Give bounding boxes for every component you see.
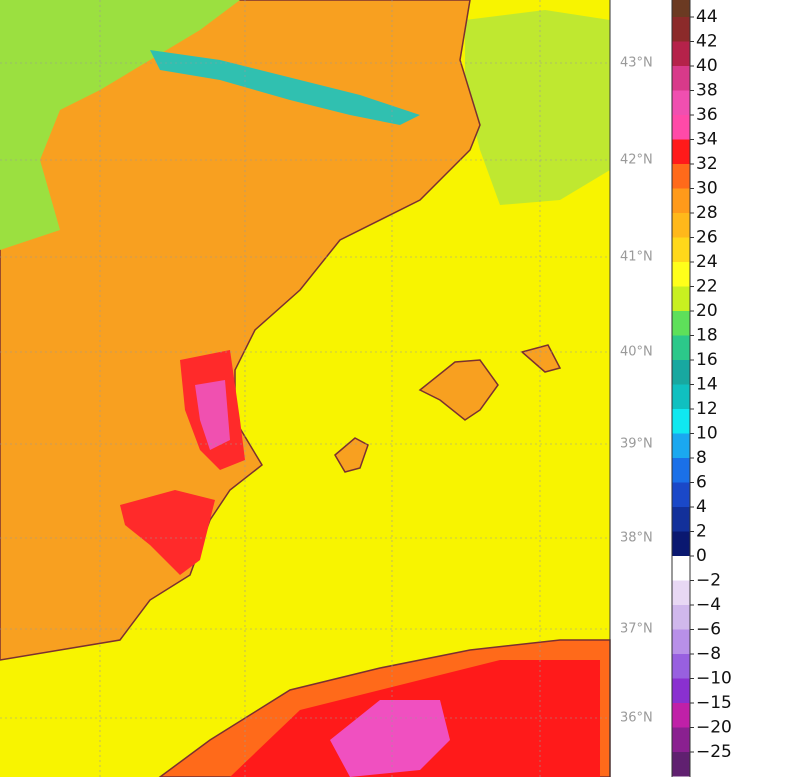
colorbar-segment <box>672 556 690 581</box>
north-coast-green <box>0 0 240 250</box>
latitude-label: 39°N <box>620 437 653 452</box>
colorbar-segment <box>672 90 690 115</box>
colorbar-segment <box>672 703 690 728</box>
colorbar-segment <box>672 580 690 605</box>
colorbar-segment <box>672 409 690 434</box>
colorbar-label: 2 <box>696 522 707 542</box>
colorbar-label: −8 <box>696 644 721 664</box>
latitude-label: 40°N <box>620 345 653 360</box>
colorbar-segment <box>672 482 690 507</box>
latitude-label: 38°N <box>620 531 653 546</box>
colorbar-label: −20 <box>696 718 732 738</box>
colorbar-label: −10 <box>696 669 732 689</box>
colorbar-segment <box>672 678 690 703</box>
latitude-label: 43°N <box>620 56 653 71</box>
colorbar: 4442403836343230282624222018161412108642… <box>671 0 732 777</box>
colorbar-segment <box>672 752 690 777</box>
colorbar-label: 28 <box>696 203 718 223</box>
colorbar-segment <box>672 654 690 679</box>
ibiza <box>334 437 369 473</box>
colorbar-segment <box>672 360 690 385</box>
colorbar-segment <box>672 188 690 213</box>
colorbar-label: 42 <box>696 32 718 52</box>
colorbar-segment <box>672 164 690 189</box>
colorbar-label: −4 <box>696 595 721 615</box>
colorbar-label: −2 <box>696 571 721 591</box>
colorbar-segment <box>672 384 690 409</box>
colorbar-label: 0 <box>696 546 707 566</box>
map <box>0 0 611 777</box>
latitude-label: 37°N <box>620 622 653 637</box>
valencia-pink <box>195 380 230 450</box>
colorbar-label: 16 <box>696 350 718 370</box>
colorbar-label: 34 <box>696 130 718 150</box>
colorbar-segment <box>672 727 690 752</box>
colorbar-segment <box>672 605 690 630</box>
colorbar-segment <box>672 507 690 532</box>
colorbar-label: 44 <box>696 7 718 27</box>
pyrenees <box>150 50 420 125</box>
murcia-hot <box>120 490 215 575</box>
colorbar-label: 12 <box>696 399 718 419</box>
grid <box>0 0 610 777</box>
colorbar-label: 20 <box>696 301 718 321</box>
colorbar-segment <box>672 335 690 360</box>
colorbar-segment <box>672 458 690 483</box>
colorbar-segment <box>672 629 690 654</box>
colorbar-segment <box>672 139 690 164</box>
colorbar-label: 22 <box>696 277 718 297</box>
colorbar-segment <box>672 311 690 336</box>
colorbar-label: 18 <box>696 326 718 346</box>
mallorca <box>418 359 499 421</box>
colorbar-label: 4 <box>696 497 707 517</box>
latitude-labels: 43°N 42°N 41°N 40°N 39°N 38°N 37°N 36°N <box>620 56 653 726</box>
colorbar-label: 36 <box>696 105 718 125</box>
colorbar-label: −25 <box>696 742 732 762</box>
colorbar-label: 40 <box>696 56 718 76</box>
colorbar-segment <box>672 237 690 262</box>
colorbar-segment <box>672 115 690 140</box>
colorbar-label: 10 <box>696 424 718 444</box>
latitude-label: 42°N <box>620 153 653 168</box>
colorbar-label: 38 <box>696 81 718 101</box>
colorbar-segment <box>672 0 690 17</box>
colorbar-segment <box>672 41 690 66</box>
africa-pink <box>330 700 450 777</box>
colorbar-frame <box>671 0 691 777</box>
colorbar-label: 32 <box>696 154 718 174</box>
colorbar-label: 8 <box>696 448 707 468</box>
colorbar-segment <box>672 262 690 287</box>
colorbar-segment <box>672 213 690 238</box>
colorbar-segment <box>672 531 690 556</box>
colorbar-label: −15 <box>696 693 732 713</box>
colorbar-label: 6 <box>696 473 707 493</box>
colorbar-segment <box>672 17 690 42</box>
france <box>465 10 610 205</box>
colorbar-label: 24 <box>696 252 718 272</box>
colorbar-label: −6 <box>696 620 721 640</box>
latitude-label: 41°N <box>620 250 653 265</box>
colorbar-label: 30 <box>696 179 718 199</box>
colorbar-segment <box>672 66 690 91</box>
latitude-label: 36°N <box>620 711 653 726</box>
colorbar-segment <box>672 286 690 311</box>
colorbar-segment <box>672 433 690 458</box>
colorbar-label: 14 <box>696 375 718 395</box>
colorbar-label: 26 <box>696 228 718 248</box>
